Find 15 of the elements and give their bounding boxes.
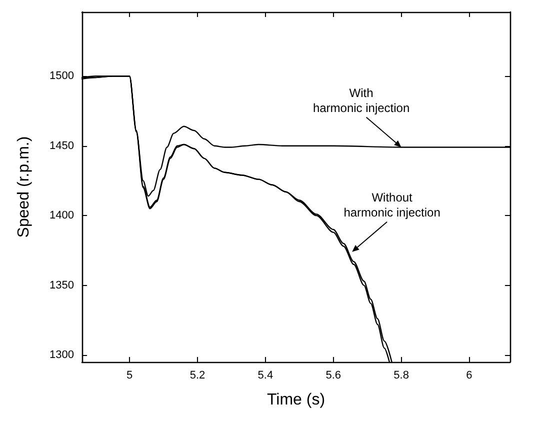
x-tick-label: 5.4 <box>258 370 274 382</box>
x-tick-label: 6 <box>466 370 472 382</box>
y-tick-label: 1300 <box>50 349 74 362</box>
x-axis-title: Time (s) <box>266 392 326 408</box>
y-tick-label: 1400 <box>50 210 74 222</box>
y-tick-label: 1450 <box>50 140 74 152</box>
x-tick-label: 5 <box>126 370 133 382</box>
annotation: Without harmonic injection <box>344 190 440 220</box>
x-tick-label: 5.2 <box>190 370 206 382</box>
y-tick-label: 1500 <box>50 70 74 82</box>
y-axis-title: Speed (r.p.m.) <box>16 136 32 238</box>
x-tick-label: 5.8 <box>394 370 409 382</box>
annotation: With harmonic injection <box>312 86 410 115</box>
y-tick-label: 1350 <box>50 279 74 292</box>
x-tick-label: 5.6 <box>326 370 342 382</box>
